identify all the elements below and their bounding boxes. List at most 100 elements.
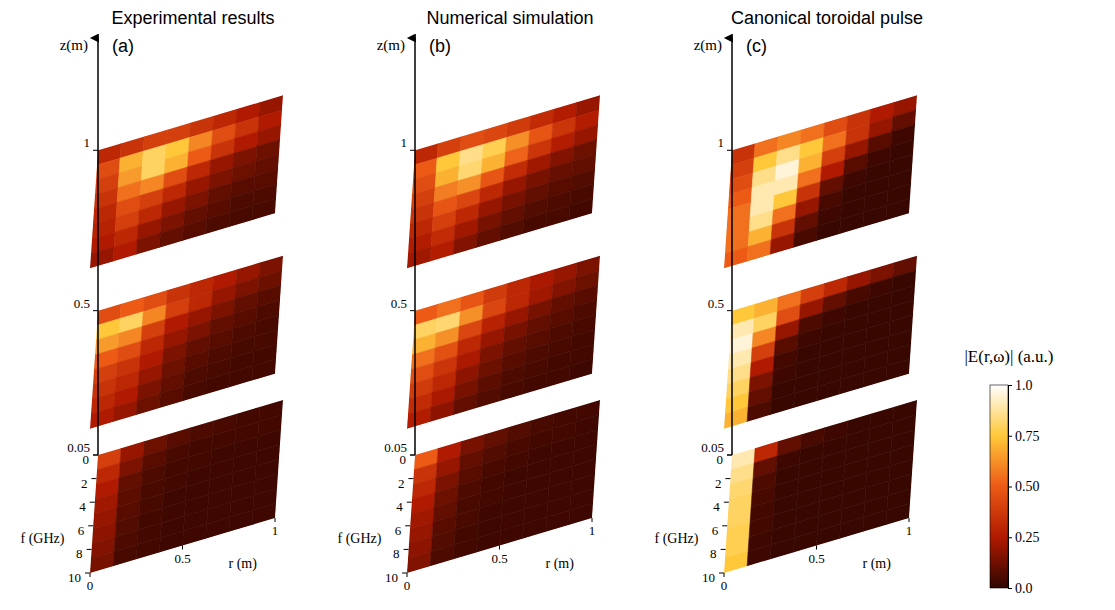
colorbar-tick-mark (1008, 385, 1012, 386)
heatmap-cell (747, 240, 771, 262)
panel-title: Numerical simulation (426, 8, 593, 28)
r-tick-label: 0.5 (808, 551, 824, 566)
f-tick-label: 6 (78, 523, 85, 538)
heatmap-plane (724, 256, 917, 429)
z-tick (410, 455, 415, 456)
heatmap-plane (407, 95, 600, 268)
colorbar-tick-label: 1.0 (1015, 378, 1033, 393)
f-tick (91, 478, 96, 479)
heatmap-cell (476, 386, 500, 408)
f-axis-title: f (GHz) (337, 531, 381, 547)
f-tick (408, 478, 413, 479)
r-tick-label: 0 (721, 578, 728, 593)
f-tick-label: 4 (79, 499, 86, 514)
f-tick-label: 8 (710, 546, 717, 561)
f-tick-label: 10 (385, 570, 398, 585)
plane-axes: 0246810f (GHz)00.51r (m) (654, 452, 912, 593)
heatmap-plane (90, 400, 283, 573)
heatmap-cell (113, 545, 137, 567)
r-tick (90, 573, 91, 577)
r-tick (407, 573, 408, 577)
z-tick (410, 150, 415, 151)
z-tick (727, 150, 732, 151)
f-tick-label: 8 (76, 546, 83, 561)
r-tick (909, 518, 910, 522)
r-tick (275, 518, 276, 522)
heatmap-cell (817, 219, 841, 241)
r-tick-label: 1 (906, 523, 913, 538)
z-axis-title: z(m) (694, 37, 722, 54)
heatmap-cell (793, 226, 817, 248)
r-tick (499, 546, 500, 550)
heatmap-cell (770, 538, 794, 560)
colorbar-axis: 0.0 0.25 0.50 0.75 1.0 (1008, 378, 1040, 596)
colorbar-tick: 0.50 (1008, 479, 1040, 494)
r-tick (816, 546, 817, 550)
heatmap-cell (840, 212, 864, 234)
heatmap-cell (724, 551, 748, 573)
heatmap-cell (90, 407, 114, 429)
heatmap-cell (863, 366, 887, 388)
heatmap-cell (569, 359, 593, 381)
z-axis-line (97, 38, 99, 455)
z-tick-label: 0.05 (701, 440, 724, 455)
heatmap-cell (817, 524, 841, 546)
panel-title: Experimental results (111, 8, 274, 28)
r-axis-title: r (m) (229, 556, 258, 572)
z-tick (93, 455, 98, 456)
f-axis-title: f (GHz) (20, 531, 64, 547)
f-tick-label: 10 (68, 570, 81, 585)
colorbar-tick-label: 0.50 (1015, 479, 1040, 494)
panel-letter: (a) (112, 36, 134, 56)
colorbar-tick: 0.0 (1008, 581, 1033, 596)
colorbar-tick: 0.25 (1008, 530, 1040, 545)
r-tick-label: 0.5 (174, 551, 190, 566)
f-axis-title: f (GHz) (654, 531, 698, 547)
heatmap-cell (183, 380, 207, 402)
z-tick-label: 0.5 (708, 296, 724, 311)
r-tick (592, 518, 593, 522)
heatmap-cell (136, 393, 160, 415)
colorbar-tick-mark (1008, 487, 1012, 488)
heatmap-cell (453, 233, 477, 255)
r-tick-label: 1 (272, 523, 279, 538)
heatmap-cell (90, 551, 114, 573)
f-tick (402, 573, 407, 574)
z-tick-label: 0.05 (67, 440, 90, 455)
heatmap-plane (724, 400, 917, 573)
colorbar: 0.00.250.500.751.0|E(r,ω)| (a.u.) (964, 347, 1053, 596)
z-tick-label: 1 (401, 135, 408, 150)
f-tick (87, 549, 92, 550)
z-tick-label: 1 (84, 135, 91, 150)
heatmap-cell (453, 393, 477, 415)
f-tick-label: 4 (713, 499, 720, 514)
colorbar-axis-line (1009, 386, 1013, 589)
heatmap-cell (569, 503, 593, 525)
colorbar-tick-mark (1008, 537, 1012, 538)
heatmap-plane (724, 95, 917, 268)
z-axis: 0.050.51z(m) (694, 37, 732, 455)
z-tick (727, 455, 732, 456)
heatmap-cell (840, 517, 864, 539)
heatmap-cell (747, 400, 771, 422)
colorbar-tick: 0.75 (1008, 429, 1040, 444)
f-tick (721, 549, 726, 550)
f-tick (727, 455, 732, 456)
z-axis: 0.050.51z(m) (60, 37, 98, 455)
r-tick (182, 546, 183, 550)
heatmap-cell (476, 226, 500, 248)
f-tick (410, 455, 415, 456)
f-tick (85, 573, 90, 574)
panel: 0246810f (GHz)00.51r (m)0.050.51z(m)Expe… (20, 8, 283, 593)
z-tick (93, 150, 98, 151)
panel: 0246810f (GHz)00.51r (m)0.050.51z(m)Cano… (654, 8, 923, 593)
heatmap-cell (863, 510, 887, 532)
f-tick (725, 478, 730, 479)
f-tick (724, 502, 729, 503)
colorbar-tick: 1.0 (1008, 378, 1033, 393)
heatmap-cell (793, 386, 817, 408)
r-axis-title: r (m) (863, 556, 892, 572)
plane-axes: 0246810f (GHz)00.51r (m) (20, 452, 278, 593)
plane-axes: 0246810f (GHz)00.51r (m) (337, 452, 595, 593)
colorbar-gradient (990, 385, 1008, 588)
